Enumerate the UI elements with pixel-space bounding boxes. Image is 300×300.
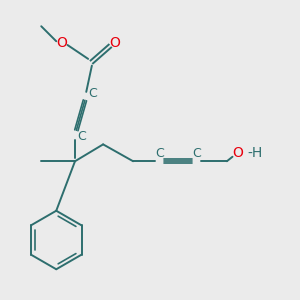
Text: -H: -H — [248, 146, 262, 160]
Text: O: O — [233, 146, 244, 160]
Text: C: C — [88, 87, 97, 100]
Text: C: C — [155, 147, 164, 160]
Text: C: C — [77, 130, 86, 143]
Text: C: C — [193, 147, 201, 160]
Text: O: O — [109, 36, 120, 50]
Text: O: O — [56, 36, 67, 50]
